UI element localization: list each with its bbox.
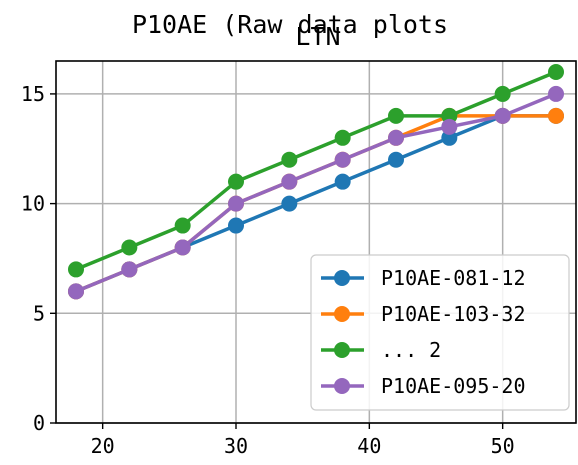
legend-item: ... 2 [321,338,441,362]
data-point [281,173,298,190]
series-3 [68,85,564,300]
data-point [281,151,298,168]
series-line [75,92,557,293]
legend-item: P10AE-095-20 [321,374,526,398]
y-tick-label: 0 [33,411,45,435]
data-point [174,239,191,256]
data-point [548,63,564,80]
chart-title: P10AE (Raw data plots [132,10,448,39]
plot-frame [55,60,577,424]
data-point [494,107,511,124]
data-point [548,107,564,124]
chart-subtitle: LTN [295,22,340,51]
legend-label: P10AE-103-32 [381,302,526,326]
data-point [388,129,404,146]
data-point [228,217,244,234]
series-layer [68,63,564,300]
legend: P10AE-081-12 P10AE-103-32 ... 2 P10AE-095-2… [310,254,570,411]
data-point [441,129,458,146]
data-point [334,173,351,190]
data-point [68,261,84,278]
y-tick-label: 10 [21,192,45,216]
x-tick-label: 20 [91,434,115,458]
legend-label: ... 2 [381,338,441,362]
data-point [228,195,244,212]
data-point [121,239,138,256]
legend-swatch-marker [334,270,350,286]
y-tick-label: 5 [33,301,45,325]
legend-item: P10AE-081-12 [321,266,526,290]
data-point [281,195,298,212]
data-point [548,85,564,102]
data-point [441,118,458,135]
data-point [494,85,511,102]
series-2 [68,63,564,278]
legend-label: P10AE-095-20 [381,374,526,398]
data-point [334,129,351,146]
legend-item: P10AE-103-32 [321,302,526,326]
data-point [334,151,351,168]
x-tick-label: 30 [224,434,248,458]
data-point [388,151,404,168]
data-point [68,283,84,300]
legend-swatch-marker [334,306,350,322]
legend-box [310,254,570,411]
x-tick-label: 50 [491,434,515,458]
y-tick-label: 15 [21,82,45,106]
data-point [441,107,458,124]
series-line [75,70,557,272]
data-point [388,107,404,124]
legend-swatch-marker [334,378,350,394]
data-point [174,217,191,234]
data-point [228,173,244,190]
data-point [121,261,138,278]
axis-ticks: 20 30 40 50 0 5 10 15 [21,82,515,458]
legend-label: P10AE-081-12 [381,266,526,290]
x-tick-label: 40 [357,434,381,458]
legend-swatch-marker [334,342,350,358]
